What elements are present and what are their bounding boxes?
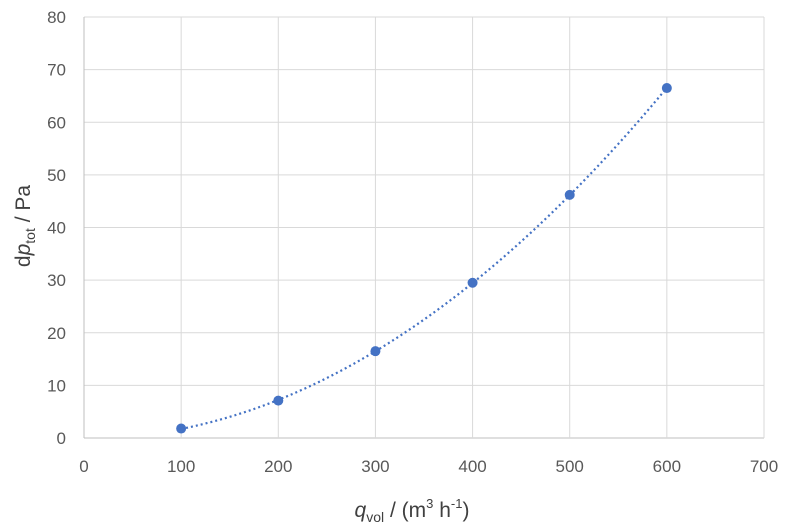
x-tick-label: 0 xyxy=(79,457,88,476)
y-tick-label: 0 xyxy=(57,429,66,448)
y-tick-label: 20 xyxy=(47,324,66,343)
y-tick-label: 50 xyxy=(47,166,66,185)
y-tick-label: 60 xyxy=(47,113,66,132)
trendline xyxy=(180,87,668,431)
y-tick-label: 40 xyxy=(47,219,66,238)
x-tick-label: 500 xyxy=(556,457,584,476)
y-axis-label: dptot / Pa xyxy=(12,185,38,267)
data-point xyxy=(661,83,672,94)
data-point xyxy=(273,395,284,406)
data-point xyxy=(176,423,187,434)
x-tick-label: 700 xyxy=(750,457,778,476)
data-points xyxy=(176,83,672,434)
data-point xyxy=(370,346,381,357)
grid xyxy=(83,16,765,439)
y-tick-label: 80 xyxy=(47,8,66,27)
data-point xyxy=(564,189,575,200)
data-point xyxy=(467,277,478,288)
x-tick-labels: 0 100 200 300 400 500 600 700 xyxy=(79,457,778,476)
y-tick-label: 70 xyxy=(47,61,66,80)
x-tick-label: 600 xyxy=(653,457,681,476)
x-tick-label: 200 xyxy=(264,457,292,476)
y-tick-labels: 0 10 20 30 40 50 60 70 80 xyxy=(47,8,66,448)
x-tick-label: 100 xyxy=(167,457,195,476)
x-tick-label: 300 xyxy=(361,457,389,476)
x-tick-label: 400 xyxy=(458,457,486,476)
y-tick-label: 30 xyxy=(47,271,66,290)
x-axis-label: qvol / (m3 h-1) xyxy=(355,496,470,525)
y-tick-label: 10 xyxy=(47,376,66,395)
